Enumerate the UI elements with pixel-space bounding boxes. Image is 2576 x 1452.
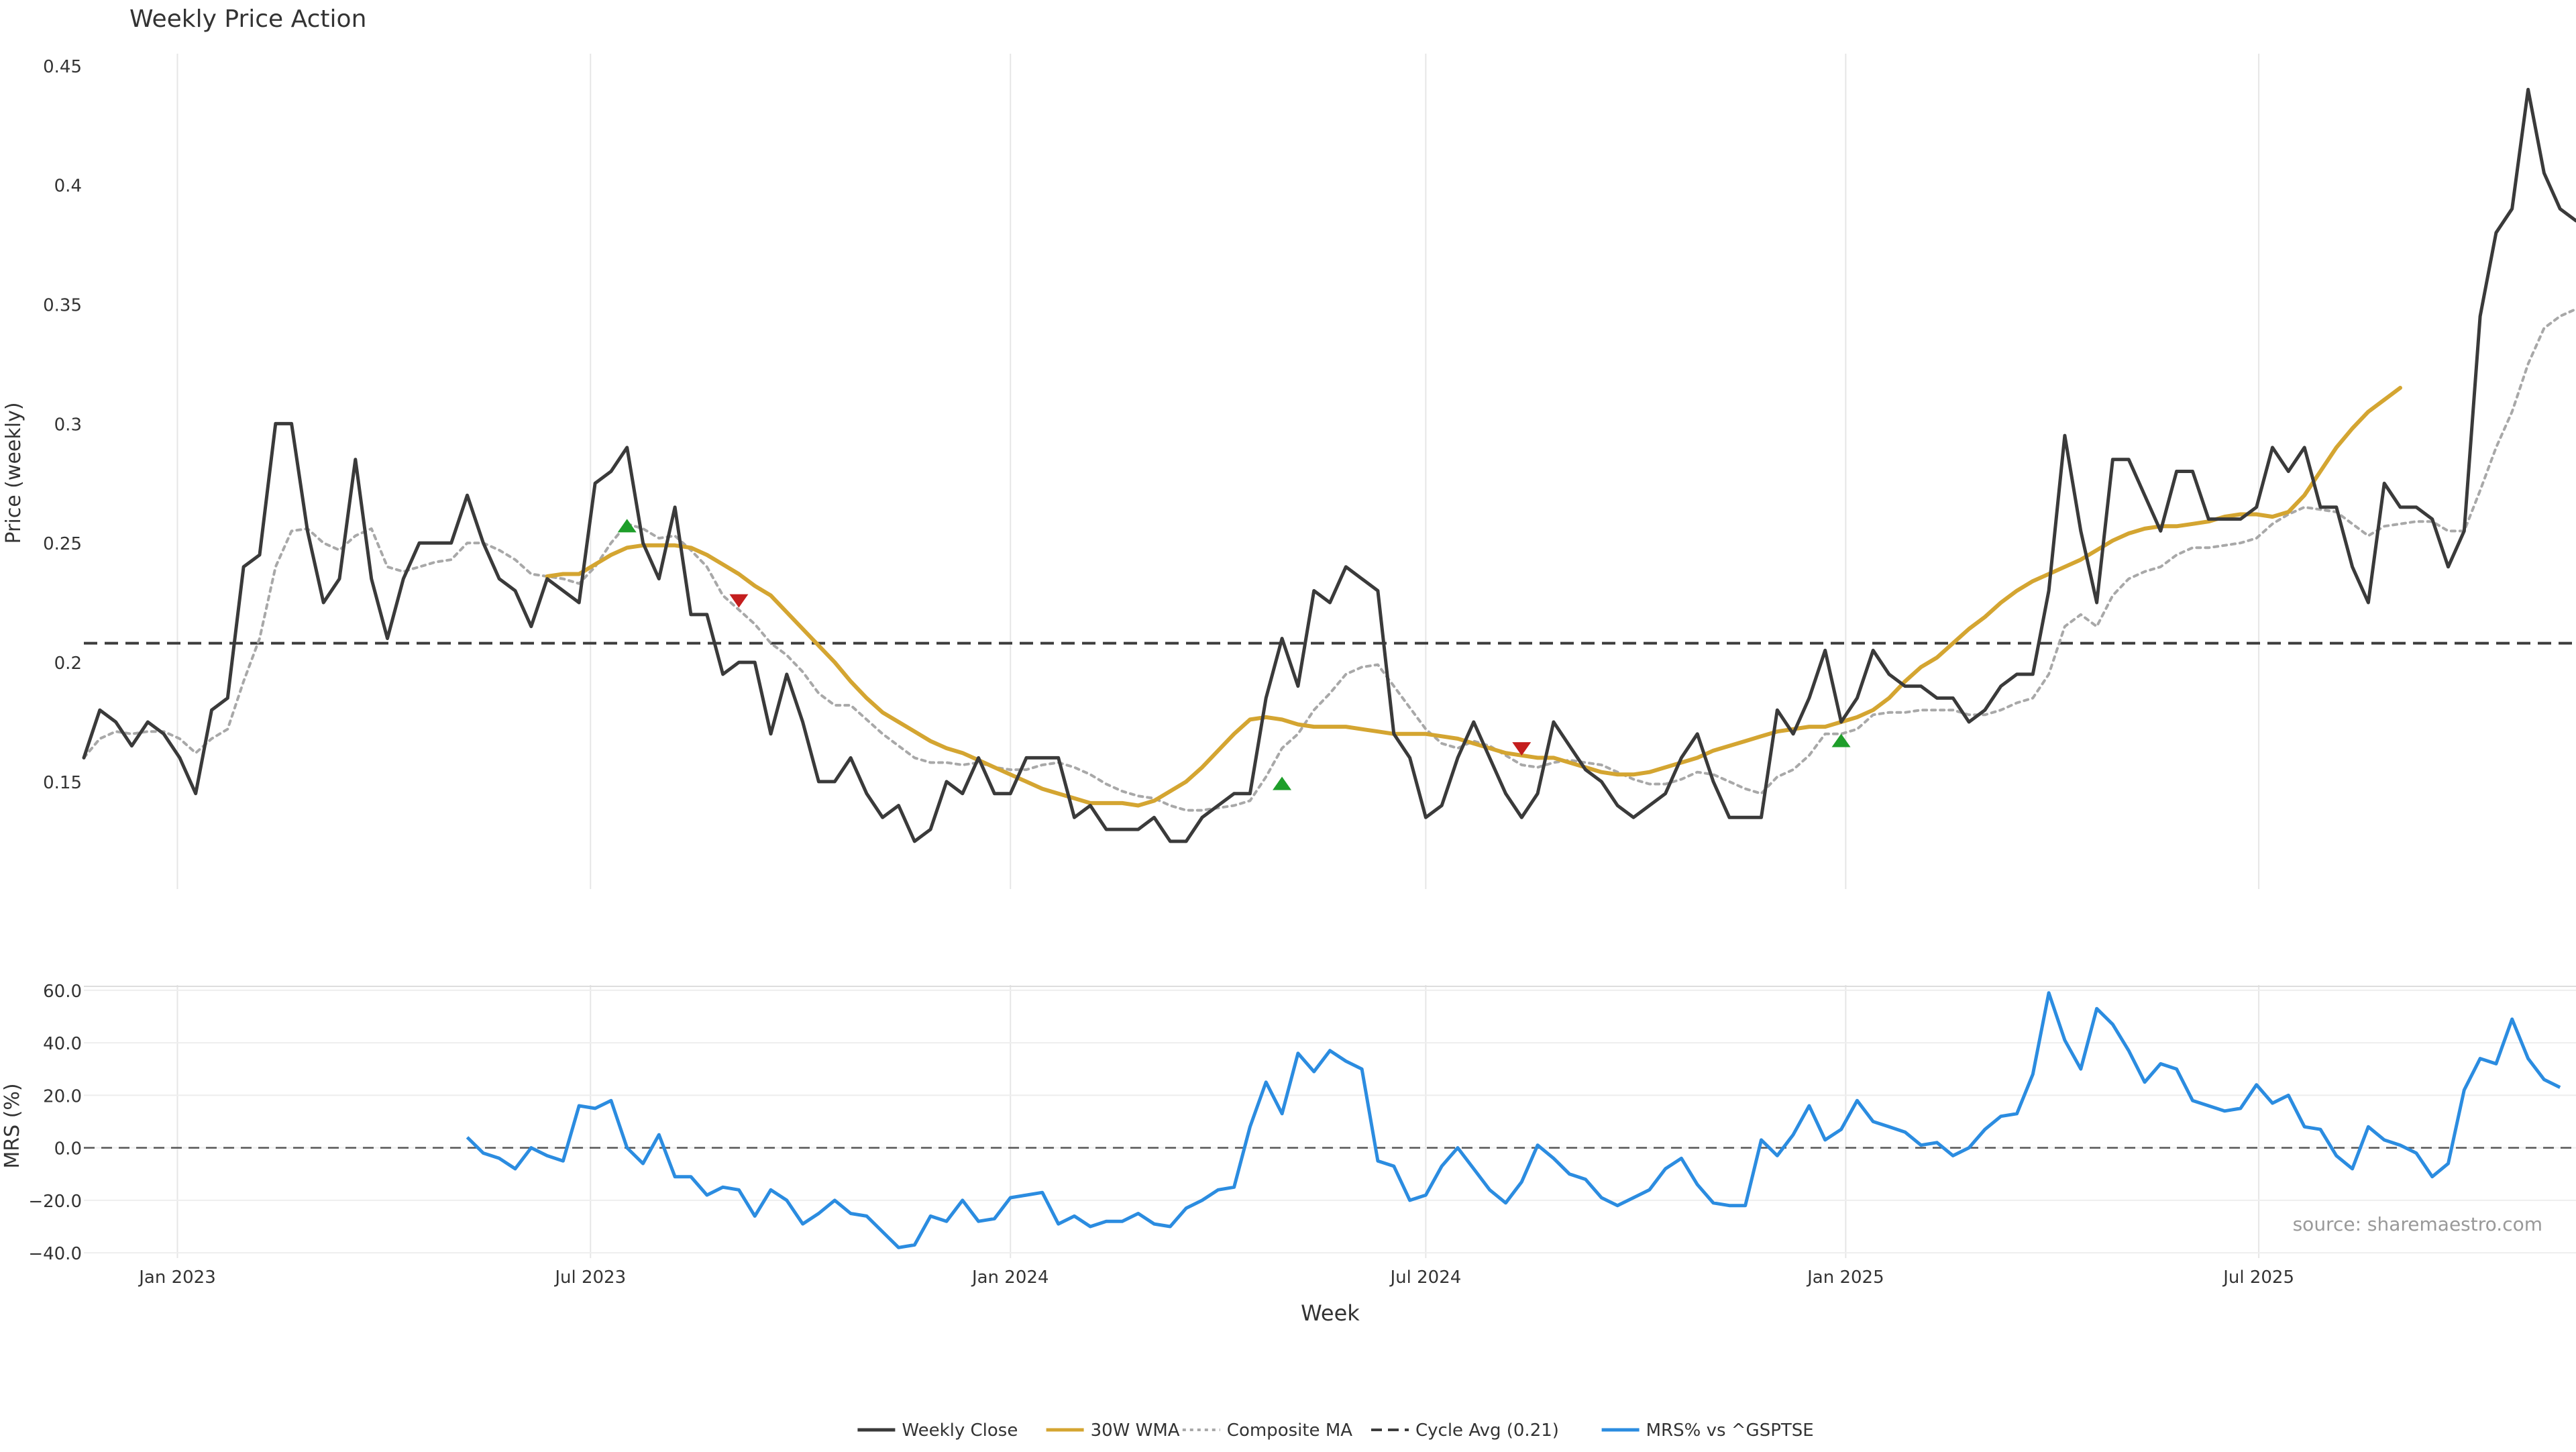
mrs-y-tick-label: 0.0	[54, 1139, 82, 1159]
mrs-y-tick-label: −20.0	[28, 1192, 82, 1212]
legend-label: Composite MA	[1227, 1420, 1352, 1441]
x-tick-label: Jul 2025	[2222, 1267, 2294, 1288]
sell-signal-marker	[729, 594, 749, 608]
buy-signal-marker	[617, 519, 637, 533]
x-tick-label: Jul 2024	[1389, 1267, 1461, 1288]
price-y-tick-label: 0.35	[43, 296, 82, 316]
source-annotation: source: sharemaestro.com	[2293, 1213, 2542, 1235]
mrs-y-tick-label: 20.0	[43, 1086, 82, 1106]
x-tick-label: Jan 2024	[971, 1267, 1049, 1288]
buy-signal-marker	[1831, 733, 1851, 747]
buy-signal-marker	[1273, 776, 1292, 790]
mrs-y-tick-label: 40.0	[43, 1034, 82, 1054]
legend-label: MRS% vs ^GSPTSE	[1646, 1420, 1814, 1441]
price-y-tick-label: 0.2	[54, 654, 82, 674]
x-tick-label: Jul 2023	[553, 1267, 626, 1288]
x-tick-label: Jan 2023	[138, 1267, 216, 1288]
price-axis-label: Price (weekly)	[2, 402, 25, 543]
series-line-mrs-vs-gsptse	[466, 991, 2561, 1249]
legend-label: Weekly Close	[902, 1420, 1018, 1441]
series-line-30w-wma	[545, 386, 2402, 808]
sell-signal-marker	[1512, 742, 1532, 756]
series-line-composite-ma	[83, 307, 2576, 812]
price-y-tick-label: 0.45	[43, 57, 82, 77]
mrs-y-tick-label: 60.0	[43, 982, 82, 1002]
series-line-weekly-close	[82, 87, 2576, 843]
x-tick-label: Jan 2025	[1806, 1267, 1884, 1288]
price-y-tick-label: 0.25	[43, 534, 82, 554]
mrs-axis-label: MRS (%)	[1, 1083, 24, 1168]
legend-label: 30W WMA	[1091, 1420, 1180, 1441]
chart-title: Weekly Price Action	[129, 5, 366, 33]
legend-label: Cycle Avg (0.21)	[1415, 1420, 1559, 1441]
mrs-y-tick-label: −40.0	[28, 1244, 82, 1264]
price-y-tick-label: 0.3	[54, 415, 82, 435]
price-y-tick-label: 0.4	[54, 176, 82, 197]
x-axis-label: Week	[1301, 1300, 1360, 1326]
price-y-tick-label: 0.15	[43, 773, 82, 793]
